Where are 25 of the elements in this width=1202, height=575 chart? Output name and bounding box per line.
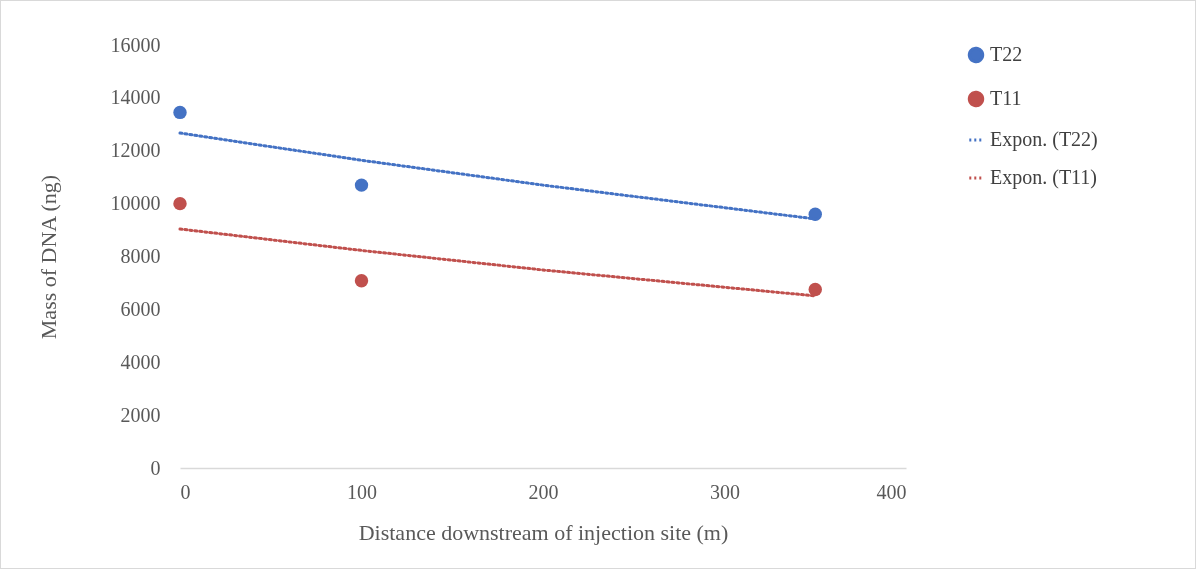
legend-label: Expon. (T11) — [990, 166, 1098, 189]
y-tick-label: 16000 — [110, 33, 161, 56]
point — [354, 178, 369, 192]
y-tick-label: 12000 — [110, 139, 161, 162]
y-axis-title: Mass of DNA (ng) — [35, 174, 61, 340]
y-tick-label: 2000 — [120, 403, 161, 426]
point — [808, 282, 822, 297]
legend-label: T11 — [990, 87, 1022, 109]
point — [173, 105, 187, 120]
x-tick-label: 400 — [876, 480, 907, 503]
y-tick-label: 6000 — [120, 297, 161, 320]
x-tick-label: 300 — [710, 480, 740, 503]
y-tick-label: 0 — [150, 456, 161, 479]
x-axis-title: Distance downstream of injection site (m) — [358, 519, 729, 545]
point — [354, 274, 369, 288]
x-tick-label: 200 — [528, 480, 559, 503]
legend-label: Expon. (T22) — [990, 128, 1098, 151]
y-tick-label: 4000 — [120, 350, 161, 373]
y-tick-label: 8000 — [120, 245, 161, 267]
y-tick-label: 10000 — [110, 192, 161, 215]
y-tick-label: 14000 — [110, 86, 161, 109]
x-tick-label: 0 — [180, 480, 191, 503]
legend-label: T22 — [990, 43, 1023, 65]
x-tick-label: 100 — [347, 480, 377, 503]
point — [173, 196, 187, 211]
